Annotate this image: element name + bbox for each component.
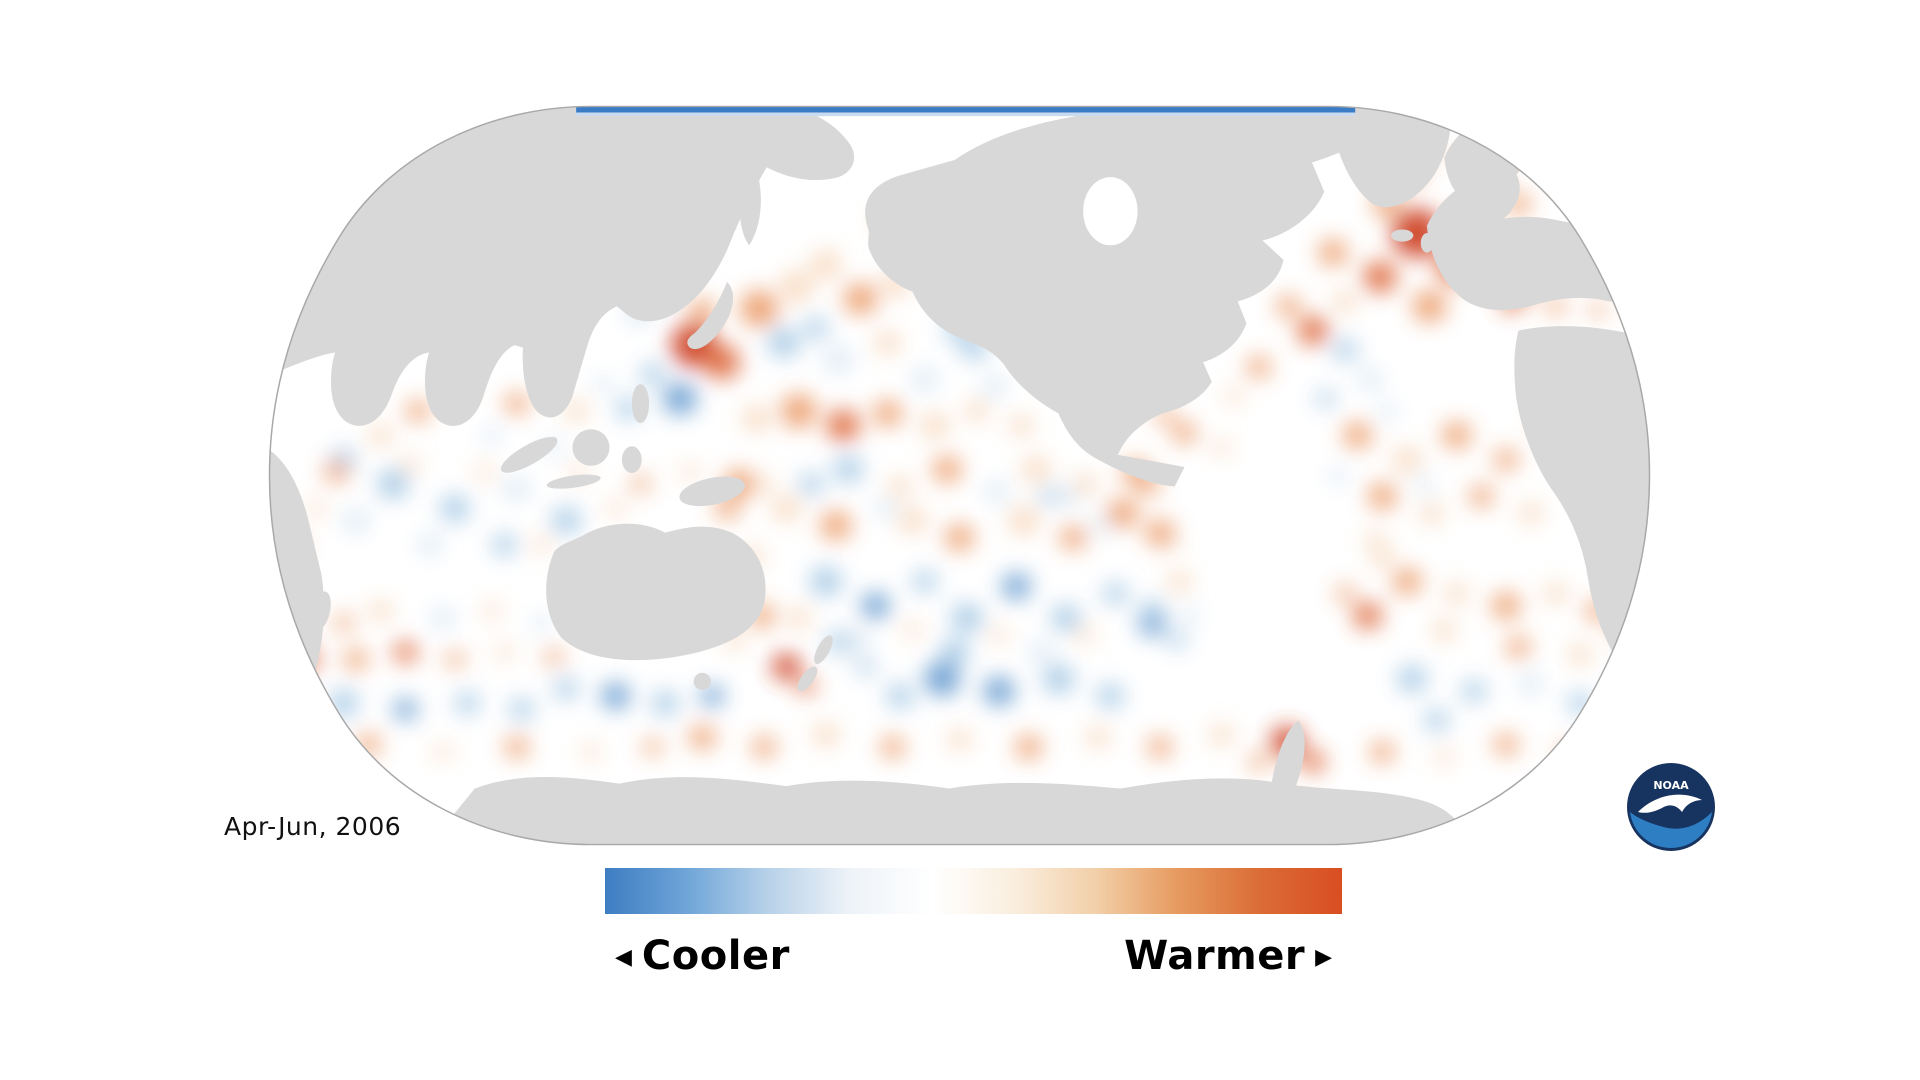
land-new-zealand-north [814,635,833,664]
land-ireland [1420,233,1434,253]
noaa-logo: NOAA [1627,763,1715,851]
warmer-arrow-icon: ▶ [1315,945,1332,970]
land-sumatra [500,436,558,473]
land-antarctica [425,777,1472,845]
land-new-guinea [679,476,745,507]
land-new-zealand-south [797,666,818,692]
warmer-legend: Warmer ▶ [1124,933,1332,979]
cooler-legend: ◀ Cooler [615,933,790,979]
sst-anomaly-map [268,105,1651,846]
noaa-bird-icon [1638,794,1702,813]
land-kamchatka [739,169,761,246]
legend-labels: ◀ Cooler Warmer ▶ [605,926,1342,986]
warmer-label: Warmer [1124,933,1306,979]
noaa-logo-sea [1630,812,1712,849]
noaa-logo-text: NOAA [1653,779,1689,792]
land-antarctic-peninsula [1271,720,1305,787]
land-japan [687,281,734,350]
land-greenland [1330,106,1451,208]
land-iceland [1391,229,1414,242]
land-tasmania [693,672,711,690]
date-label: Apr-Jun, 2006 [224,812,402,841]
arctic-anomaly-stripe-fringe [576,112,1356,117]
land-north-america [865,106,1393,487]
land-africa-east [1514,326,1650,689]
legend-colorbar [605,868,1342,914]
arctic-anomaly-stripe [576,106,1356,113]
hudson-bay [1083,177,1138,246]
land-sulawesi [621,446,642,474]
projection-outline [268,105,1651,846]
cooler-arrow-icon: ◀ [615,945,632,970]
land-australia [546,523,766,661]
world-map [267,104,1652,847]
land-java [546,474,601,489]
land-philippines [631,384,650,424]
anomaly-field [269,146,1649,773]
land-britain [1435,225,1453,256]
land-madagascar [311,591,331,630]
cooler-label: Cooler [641,933,790,979]
land-borneo [572,429,610,466]
